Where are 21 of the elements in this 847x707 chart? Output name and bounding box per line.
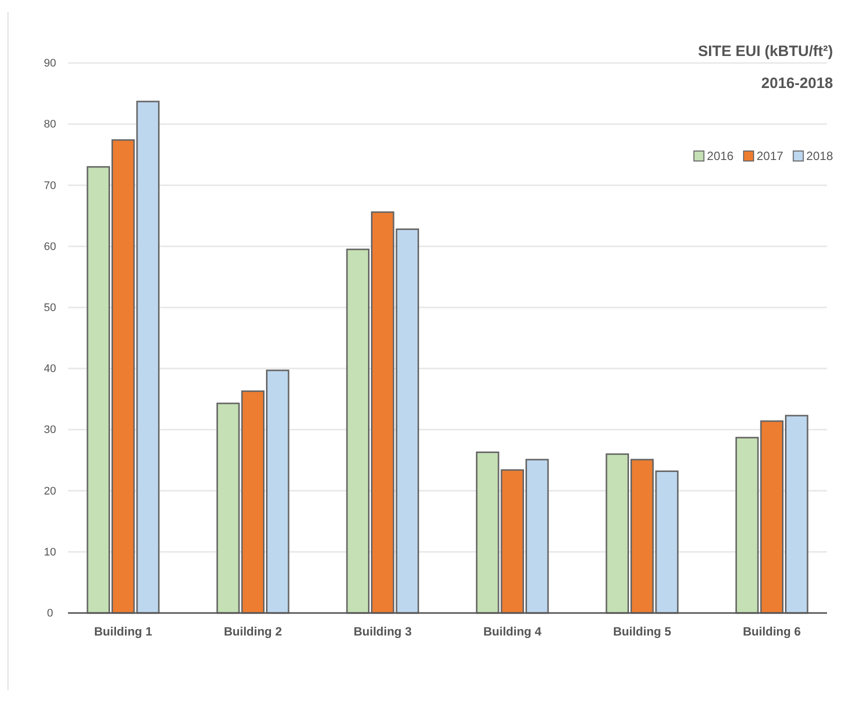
legend-label: 2018 (806, 149, 834, 163)
legend-label: 2016 (706, 149, 734, 163)
x-tick-label: Building 2 (224, 624, 282, 639)
chart-title: SITE EUI (kBTU/ft²) (698, 43, 833, 60)
y-tick-label: 0 (46, 608, 54, 620)
legend-label: 2017 (756, 149, 784, 163)
y-tick-label: 10 (44, 546, 56, 558)
text: 2016-2018 (761, 75, 833, 92)
y-tick-label: 70 (44, 180, 56, 192)
y-tick-label: 90 (44, 58, 56, 70)
y-tick-label: 30 (44, 424, 56, 436)
x-tick-label: Building 1 (94, 624, 152, 639)
x-tick-label: Building 4 (483, 624, 542, 639)
y-tick-label: 50 (44, 302, 56, 314)
y-tick-label: 20 (44, 485, 56, 498)
y-tick-label: 40 (44, 363, 56, 376)
y-tick-label: 60 (44, 240, 56, 253)
x-tick-label: Building 5 (613, 624, 672, 639)
x-tick-label: Building 3 (354, 624, 412, 639)
x-tick-label: Building 6 (742, 624, 802, 639)
y-tick-label: 80 (44, 118, 56, 131)
